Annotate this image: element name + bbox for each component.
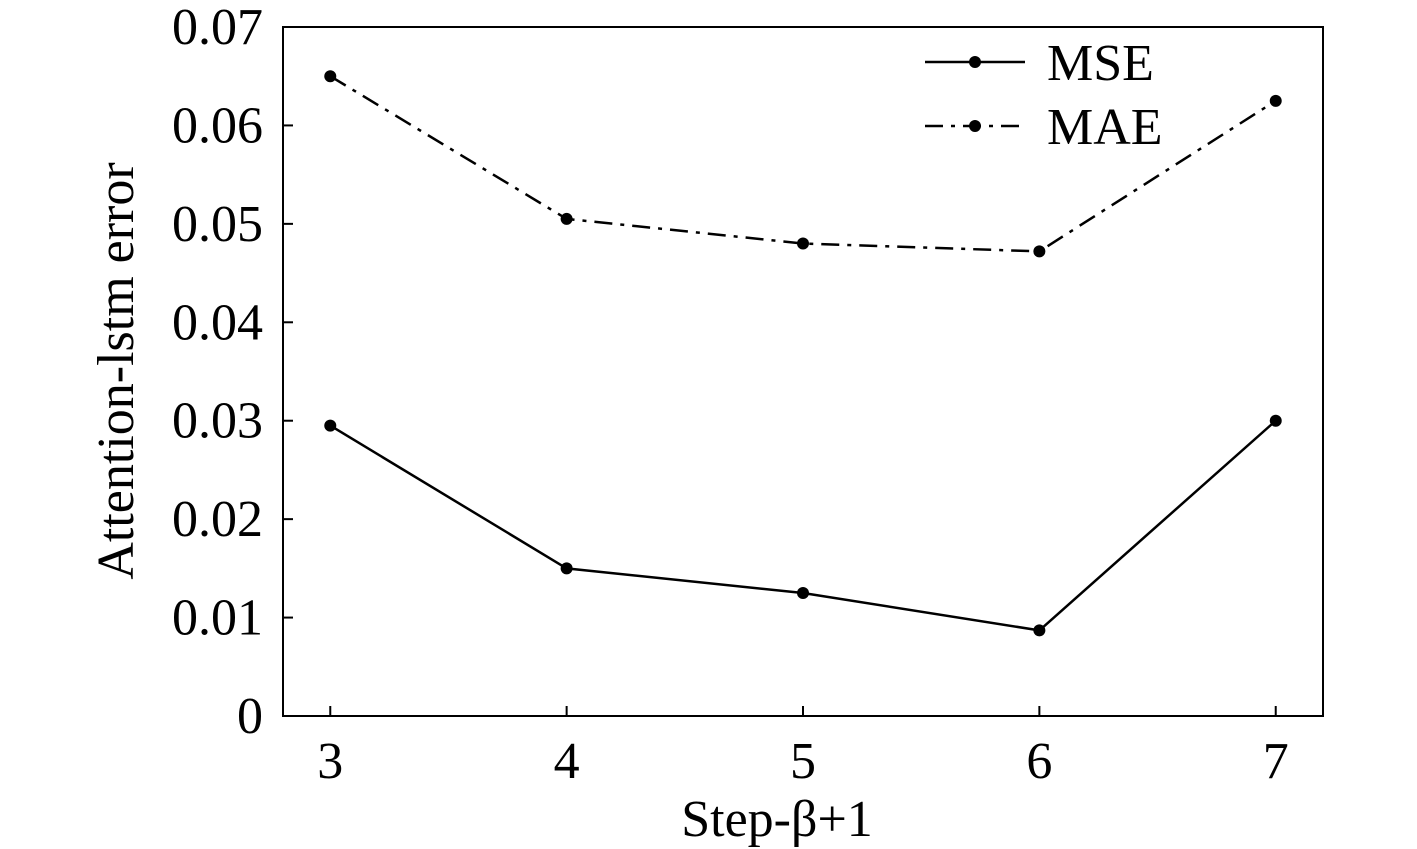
legend-label-mse: MSE	[1047, 35, 1154, 92]
x-axis-ticks: 3 4 5 6 7	[317, 706, 1289, 790]
data-point-mae	[1269, 94, 1282, 107]
x-tick-label: 6	[1026, 733, 1052, 790]
x-tick-label: 7	[1263, 733, 1289, 790]
y-tick-label: 0.03	[172, 393, 263, 450]
series-line-mae	[329, 75, 1277, 253]
legend-marker-mae	[969, 120, 981, 132]
y-tick-label: 0.01	[172, 590, 263, 647]
data-point-mse	[560, 562, 573, 575]
y-tick-label: 0.06	[172, 97, 263, 154]
data-point-mae	[797, 237, 809, 250]
y-tick-label: 0.07	[172, 0, 263, 56]
x-tick-label: 3	[317, 733, 343, 790]
data-point-mse	[1269, 414, 1282, 427]
data-point-mae	[1033, 245, 1046, 258]
y-tick-label: 0.05	[172, 196, 263, 253]
data-point-mse	[1033, 624, 1046, 637]
legend-marker-mse	[969, 56, 981, 68]
legend-label-mae: MAE	[1047, 99, 1163, 156]
plot-frame	[282, 26, 1324, 717]
series-layer	[324, 70, 1282, 637]
y-tick-label: 0.04	[172, 294, 263, 351]
data-point-mse	[324, 419, 337, 432]
data-point-mae	[560, 212, 573, 225]
y-tick-label: 0	[237, 688, 263, 745]
data-point-mae	[324, 70, 337, 83]
x-tick-label: 4	[554, 733, 580, 790]
y-axis-ticks: 0 0.01 0.02 0.03 0.04 0.05 0.06 0.07	[172, 0, 293, 745]
data-point-mse	[797, 586, 809, 599]
x-tick-label: 5	[790, 733, 816, 790]
y-tick-label: 0.02	[172, 491, 263, 548]
x-axis-label: Step-β+1	[681, 791, 873, 848]
legend: MSE MAE	[925, 35, 1163, 156]
y-axis-label: Attention-lstm error	[88, 162, 145, 579]
